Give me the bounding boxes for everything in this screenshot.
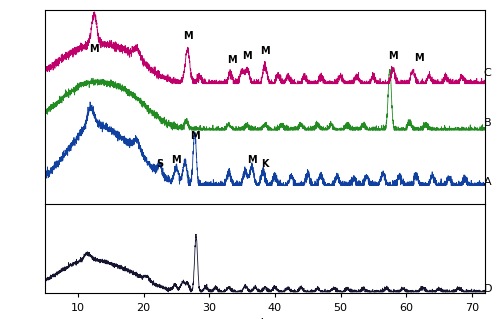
Text: S: S	[156, 159, 164, 169]
Text: M: M	[182, 31, 192, 41]
Text: B: B	[484, 118, 492, 128]
Text: M: M	[228, 55, 237, 65]
Text: M: M	[247, 155, 256, 165]
Text: M: M	[388, 51, 398, 62]
Text: M: M	[242, 51, 252, 62]
Text: D: D	[484, 284, 492, 294]
Text: C: C	[484, 68, 492, 78]
Text: M: M	[190, 131, 200, 141]
Text: M: M	[90, 44, 99, 54]
Text: A: A	[484, 177, 492, 187]
Text: M: M	[260, 46, 270, 56]
X-axis label: 2 Theta: 2 Theta	[241, 318, 289, 319]
Text: M: M	[172, 155, 181, 165]
Text: K: K	[261, 159, 269, 169]
Text: M: M	[414, 53, 424, 63]
